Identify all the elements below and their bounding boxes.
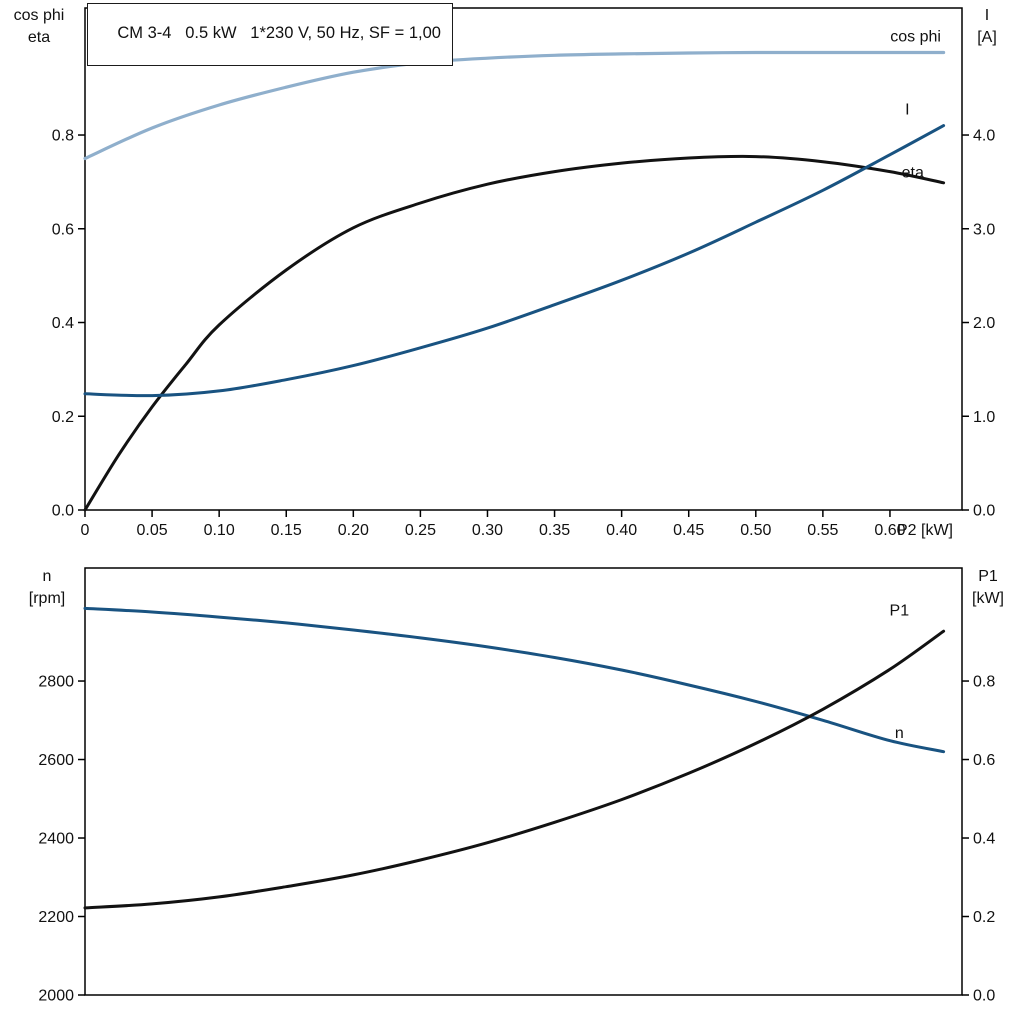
x-axis-tick-label: 0.05 [137,522,168,539]
curve-cos-phi [83,50,946,161]
right-axis-tick-label: 0.6 [973,752,995,769]
curve-label-n: n [895,725,904,742]
plot-frame [84,7,963,511]
right-axis-tick-label: 0.8 [973,674,995,691]
bottom-chart-left-axis-title: n [rpm] [16,566,78,610]
curve-label-I: I [905,102,909,119]
x-axis-tick-label: 0.25 [405,522,436,539]
curve-n [83,606,946,754]
left-axis-tick-label: 0.4 [52,315,74,332]
right-axis-tick-label: 0.4 [973,831,995,848]
right-axis-tick-label: 4.0 [973,128,995,145]
curve-I [83,124,946,398]
curve-label-eta: eta [902,165,924,182]
left-axis-tick-label: 2600 [38,752,74,769]
left-axis-title-line1: cos phi [13,7,65,24]
x-axis-tick-label: 0.40 [606,522,637,539]
left-axis-tick-label: 2200 [38,909,74,926]
right-axis-title-line2: [kW] [972,590,1004,607]
right-axis-title-line1: I [984,7,990,24]
left-axis-tick-label: 0.0 [52,503,74,520]
x-axis-tick-label: 0.45 [673,522,704,539]
bottom-chart: 2000 2200 2400 2600 2800 0.0 0.2 0.4 0.6 0.8 n P1 [38,567,995,1005]
right-axis-tick-label: 0.0 [973,988,995,1005]
chart-title: CM 3-4 0.5 kW 1*230 V, 50 Hz, SF = 1,00 [117,24,441,42]
top-chart-right-axis-title: I [A] [962,5,1012,49]
curve-P1 [83,629,946,910]
left-axis-tick-label: 2800 [38,674,74,691]
x-axis-tick-label: 0.20 [338,522,369,539]
right-axis-title-line2: [A] [977,29,997,46]
x-axis-tick-label: 0.60 [874,522,905,539]
curve-eta [83,154,946,512]
plot-frame [84,567,963,996]
chart-title-box: CM 3-4 0.5 kW 1*230 V, 50 Hz, SF = 1,00 [87,3,453,66]
left-axis-tick-label: 2000 [38,988,74,1005]
curve-label-cos-phi: cos phi [890,29,941,46]
right-axis-tick-label: 0.0 [973,503,995,520]
x-axis-tick-label: 0.15 [271,522,302,539]
curve-label-P1: P1 [890,602,910,619]
top-chart-left-axis-title: cos phi eta [2,5,76,49]
right-axis-tick-label: 2.0 [973,315,995,332]
left-axis-tick-label: 0.2 [52,409,74,426]
x-axis-tick-label: 0.10 [204,522,235,539]
left-axis-tick-label: 2400 [38,831,74,848]
left-axis-tick-label: 0.8 [52,128,74,145]
left-axis-title-line1: n [42,568,52,585]
right-axis-title-line1: P1 [978,568,998,585]
right-axis-tick-label: 1.0 [973,409,995,426]
x-axis-tick-label: 0.55 [807,522,838,539]
x-axis-tick-label: 0 [81,522,90,539]
bottom-chart-right-axis-title: P1 [kW] [962,566,1014,610]
right-axis-tick-label: 3.0 [973,221,995,238]
x-axis-tick-label: 0.30 [472,522,503,539]
x-axis-title: P2 [kW] [897,522,953,539]
x-axis-tick-label: 0.35 [539,522,570,539]
left-axis-title-line2: [rpm] [28,590,66,607]
right-axis-tick-label: 0.2 [973,909,995,926]
left-axis-tick-label: 0.6 [52,221,74,238]
x-axis-tick-label: 0.50 [740,522,771,539]
left-axis-title-line2: eta [27,29,51,46]
top-chart: 0.0 0.2 0.4 0.6 0.8 0.0 1.0 2.0 3.0 4.0 0 0.05 0.10 0… [52,7,995,539]
